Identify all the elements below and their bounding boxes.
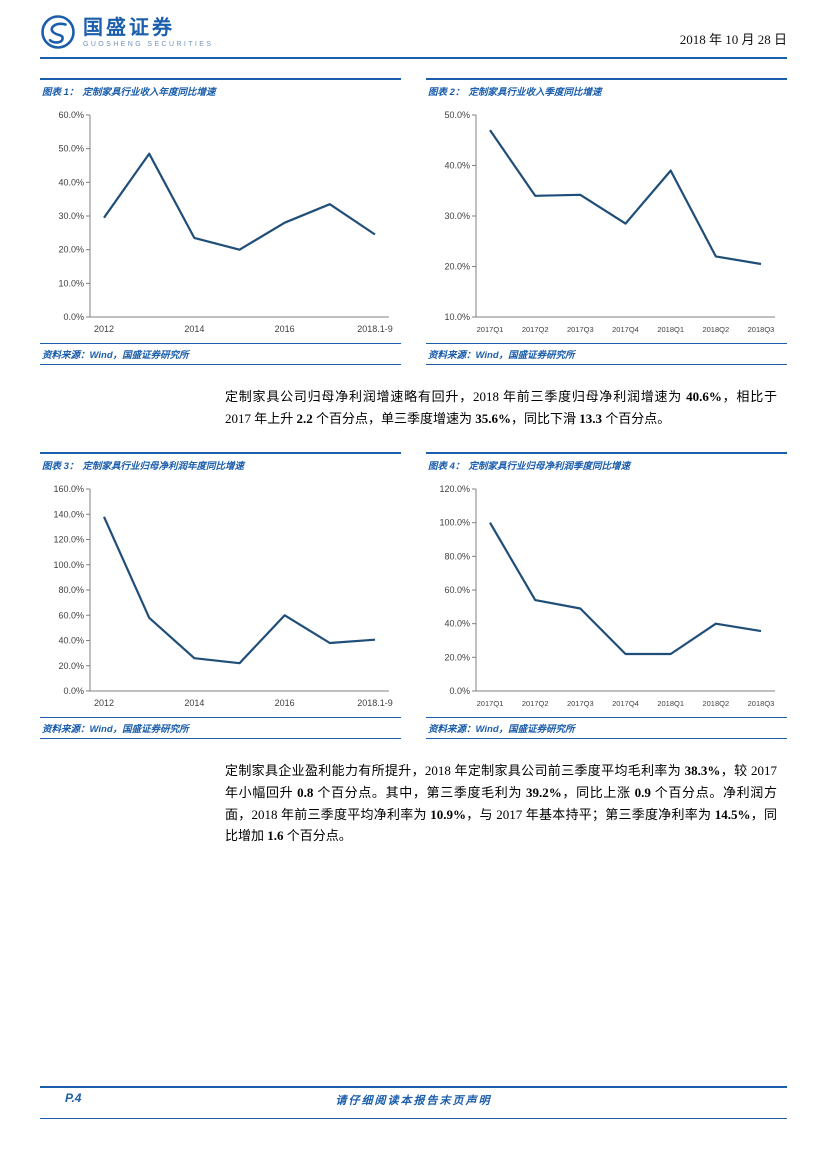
svg-text:80.0%: 80.0% xyxy=(58,585,84,595)
svg-text:30.0%: 30.0% xyxy=(444,211,470,221)
report-date: 2018 年 10 月 28 日 xyxy=(679,32,787,47)
svg-text:0.0%: 0.0% xyxy=(63,312,84,322)
header-rule xyxy=(40,57,787,59)
svg-text:40.0%: 40.0% xyxy=(58,636,84,646)
charts-row-2: 图表 3： 定制家具行业归母净利润年度同比增速 0.0% 20.0% 40.0% 60.… xyxy=(40,452,787,739)
footer-disclaimer: 请仔细阅读本报告末页声明 xyxy=(335,1095,492,1107)
svg-text:2012: 2012 xyxy=(94,324,114,334)
svg-text:100.0%: 100.0% xyxy=(53,560,84,570)
svg-text:2017Q1: 2017Q1 xyxy=(477,699,504,708)
svg-text:0.0%: 0.0% xyxy=(449,686,470,696)
body-paragraph-net-profit: 定制家具公司归母净利润增速略有回升，2018 年前三季度归母净利润增速为 40.… xyxy=(225,389,777,426)
figure-3-title: 定制家具行业归母净利润年度同比增速 xyxy=(82,461,244,472)
svg-text:120.0%: 120.0% xyxy=(53,535,84,545)
line-chart-quarterly-revenue-growth: 10.0% 20.0% 30.0% 40.0% 50.0% 2017Q1 2017Q2 201… xyxy=(444,110,775,334)
svg-text:80.0%: 80.0% xyxy=(444,551,470,561)
page-header: 国盛证券 GUOSHENG SECURITIES 2018 年 10 月 28 … xyxy=(40,14,787,50)
svg-text:40.0%: 40.0% xyxy=(444,161,470,171)
svg-text:20.0%: 20.0% xyxy=(58,661,84,671)
svg-text:140.0%: 140.0% xyxy=(53,509,84,519)
svg-text:10.0%: 10.0% xyxy=(58,278,84,288)
brand-logo-icon xyxy=(41,15,75,49)
figure-3: 图表 3： 定制家具行业归母净利润年度同比增速 0.0% 20.0% 40.0% 60.… xyxy=(40,452,401,739)
svg-text:2018Q2: 2018Q2 xyxy=(702,699,729,708)
svg-text:2018Q1: 2018Q1 xyxy=(657,699,684,708)
svg-text:120.0%: 120.0% xyxy=(439,484,470,494)
svg-text:10.0%: 10.0% xyxy=(444,312,470,322)
footer-rule-bottom xyxy=(40,1118,787,1119)
page-footer: P.4 请仔细阅读本报告末页声明 xyxy=(40,1091,787,1111)
figure-3-title-row: 图表 3： 定制家具行业归母净利润年度同比增速 xyxy=(40,452,401,475)
line-chart-annual-net-profit-growth: 0.0% 20.0% 40.0% 60.0% 80.0% 100.0% 120.0% 140.… xyxy=(53,484,393,708)
svg-text:2018.1-9: 2018.1-9 xyxy=(357,324,393,334)
svg-text:2017Q4: 2017Q4 xyxy=(612,699,639,708)
svg-text:2014: 2014 xyxy=(184,698,204,708)
brand-name: 国盛证券 xyxy=(83,16,175,39)
brand-logo: 国盛证券 GUOSHENG SECURITIES xyxy=(40,14,213,50)
svg-text:40.0%: 40.0% xyxy=(444,619,470,629)
figure-3-source: 资料来源：Wind，国盛证券研究所 xyxy=(40,717,401,739)
svg-text:2017Q1: 2017Q1 xyxy=(477,325,504,334)
svg-text:100.0%: 100.0% xyxy=(439,518,470,528)
figure-2-source: 资料来源：Wind，国盛证券研究所 xyxy=(426,343,787,365)
svg-text:2017Q3: 2017Q3 xyxy=(567,699,594,708)
svg-text:2016: 2016 xyxy=(275,698,295,708)
figure-3-label: 图表 3： xyxy=(42,461,79,472)
figure-2-label: 图表 2： xyxy=(428,87,465,98)
svg-text:40.0%: 40.0% xyxy=(58,177,84,187)
figure-1-title: 定制家具行业收入年度同比增速 xyxy=(82,87,216,98)
svg-text:2018Q3: 2018Q3 xyxy=(748,699,775,708)
svg-text:60.0%: 60.0% xyxy=(58,610,84,620)
brand-text: 国盛证券 GUOSHENG SECURITIES xyxy=(83,17,213,48)
figure-1: 图表 1： 定制家具行业收入年度同比增速 0.0% 10.0% 20.0% 30.0% 4… xyxy=(40,78,401,365)
svg-text:2017Q2: 2017Q2 xyxy=(522,325,549,334)
svg-text:50.0%: 50.0% xyxy=(58,144,84,154)
page-number: P.4 xyxy=(65,1091,82,1105)
figure-4-label: 图表 4： xyxy=(428,461,465,472)
figure-1-title-row: 图表 1： 定制家具行业收入年度同比增速 xyxy=(40,78,401,101)
figure-4-title-row: 图表 4： 定制家具行业归母净利润季度同比增速 xyxy=(426,452,787,475)
figure-4-source: 资料来源：Wind，国盛证券研究所 xyxy=(426,717,787,739)
line-chart-annual-revenue-growth: 0.0% 10.0% 20.0% 30.0% 40.0% 50.0% 60.0% 2012 20… xyxy=(58,110,393,334)
figure-4-title: 定制家具行业归母净利润季度同比增速 xyxy=(468,461,630,472)
svg-text:20.0%: 20.0% xyxy=(58,245,84,255)
line-chart-quarterly-net-profit-growth: 0.0% 20.0% 40.0% 60.0% 80.0% 100.0% 120.0% 2017… xyxy=(439,484,775,708)
figure-2-title-row: 图表 2： 定制家具行业收入季度同比增速 xyxy=(426,78,787,101)
svg-text:2017Q2: 2017Q2 xyxy=(522,699,549,708)
figure-1-label: 图表 1： xyxy=(42,87,79,98)
svg-text:60.0%: 60.0% xyxy=(444,585,470,595)
brand-subtitle: GUOSHENG SECURITIES xyxy=(83,40,214,48)
figure-4: 图表 4： 定制家具行业归母净利润季度同比增速 0.0% 20.0% 40.0% 60.… xyxy=(426,452,787,739)
svg-text:2014: 2014 xyxy=(184,324,204,334)
svg-text:2017Q4: 2017Q4 xyxy=(612,325,639,334)
figure-2: 图表 2： 定制家具行业收入季度同比增速 10.0% 20.0% 30.0% 40.0%… xyxy=(426,78,787,365)
svg-text:0.0%: 0.0% xyxy=(63,686,84,696)
svg-text:2018Q3: 2018Q3 xyxy=(748,325,775,334)
figure-1-source: 资料来源：Wind，国盛证券研究所 xyxy=(40,343,401,365)
svg-text:2018Q1: 2018Q1 xyxy=(657,325,684,334)
svg-text:2017Q3: 2017Q3 xyxy=(567,325,594,334)
footer-rule-top xyxy=(40,1086,787,1088)
svg-text:20.0%: 20.0% xyxy=(444,262,470,272)
svg-text:2018.1-9: 2018.1-9 xyxy=(357,698,393,708)
svg-text:20.0%: 20.0% xyxy=(444,652,470,662)
svg-text:30.0%: 30.0% xyxy=(58,211,84,221)
svg-text:160.0%: 160.0% xyxy=(53,484,84,494)
svg-text:50.0%: 50.0% xyxy=(444,110,470,120)
svg-text:2012: 2012 xyxy=(94,698,114,708)
charts-row-1: 图表 1： 定制家具行业收入年度同比增速 0.0% 10.0% 20.0% 30.0% 4… xyxy=(40,78,787,365)
figure-2-title: 定制家具行业收入季度同比增速 xyxy=(468,87,602,98)
svg-text:2018Q2: 2018Q2 xyxy=(702,325,729,334)
svg-text:60.0%: 60.0% xyxy=(58,110,84,120)
svg-text:2016: 2016 xyxy=(275,324,295,334)
body-paragraph-margins: 定制家具企业盈利能力有所提升，2018 年定制家具公司前三季度平均毛利率为 38… xyxy=(225,763,777,844)
